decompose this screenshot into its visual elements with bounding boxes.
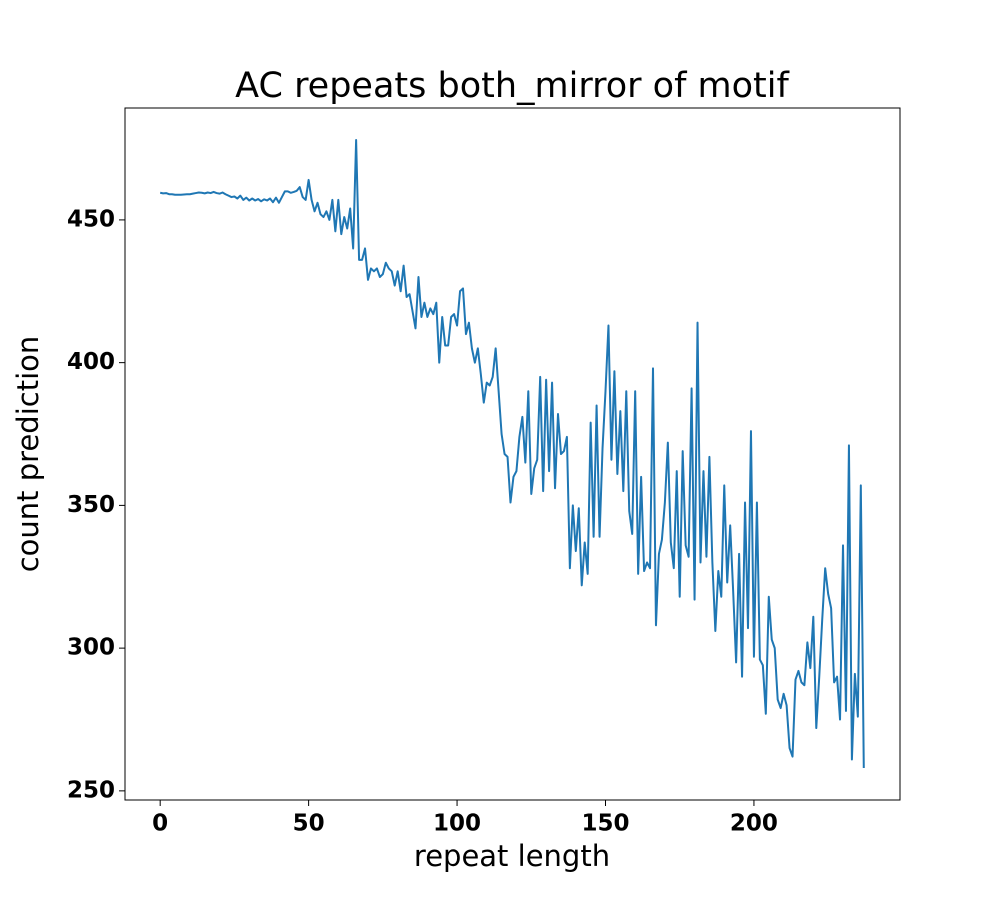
x-tick-label: 200 (730, 811, 778, 837)
x-tick-label: 100 (433, 811, 481, 837)
x-tick-label: 50 (293, 811, 325, 837)
y-axis-label: count prediction (11, 336, 45, 573)
x-axis-label: repeat length (414, 839, 610, 873)
chart-title: AC repeats both_mirror of motif (235, 66, 789, 106)
data-line (159, 138, 865, 769)
y-tick-label: 400 (67, 349, 115, 375)
y-tick-label: 350 (67, 492, 115, 518)
y-tick-label: 250 (67, 777, 115, 803)
x-tick-label: 0 (152, 811, 168, 837)
plot-frame (124, 107, 901, 801)
y-tick-label: 450 (67, 206, 115, 232)
y-tick-label: 300 (67, 635, 115, 661)
x-tick-label: 150 (581, 811, 629, 837)
